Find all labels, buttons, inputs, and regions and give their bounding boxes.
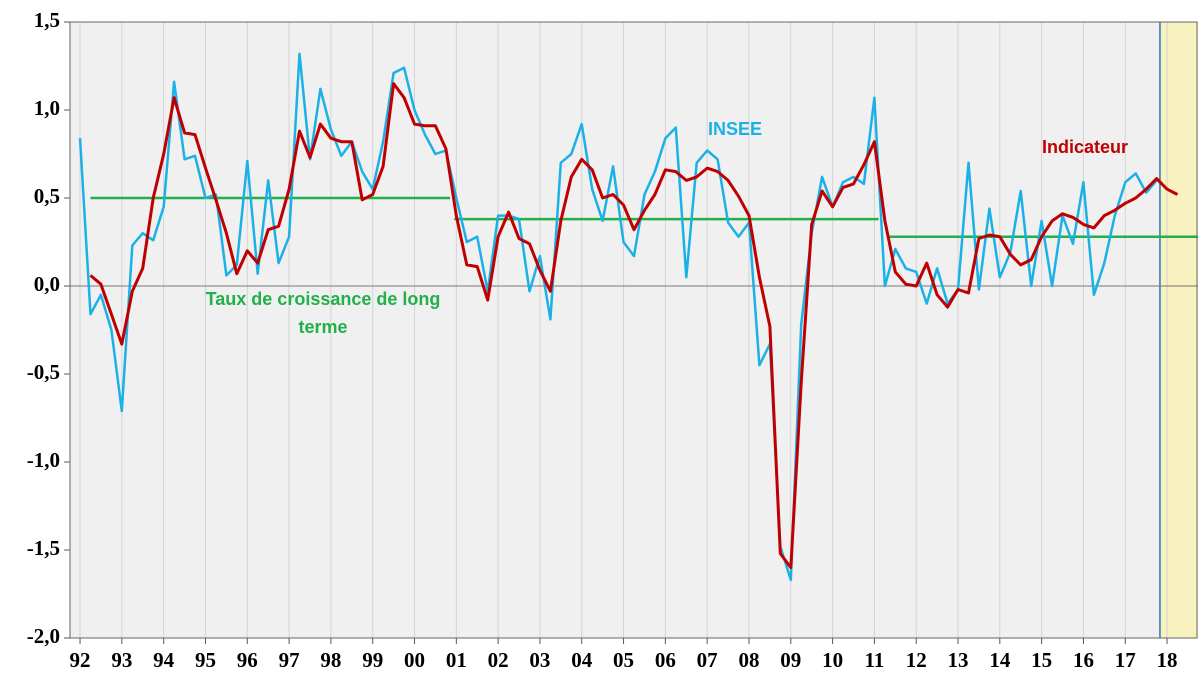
x-tick-label: 01	[446, 648, 467, 672]
x-tick-label: 94	[153, 648, 175, 672]
x-tick-label: 92	[70, 648, 91, 672]
x-tick-label: 11	[864, 648, 884, 672]
long-term-label: Taux de croissance de long	[206, 289, 441, 309]
x-tick-label: 13	[948, 648, 969, 672]
y-tick-label: -0,5	[27, 360, 60, 384]
x-tick-label: 05	[613, 648, 634, 672]
x-tick-label: 95	[195, 648, 216, 672]
x-tick-label: 14	[989, 648, 1011, 672]
x-tick-label: 03	[529, 648, 550, 672]
x-tick-label: 08	[738, 648, 759, 672]
series-label: INSEE	[708, 119, 762, 139]
x-tick-label: 97	[279, 648, 300, 672]
y-tick-label: -1,0	[27, 448, 60, 472]
plot-border	[69, 21, 1198, 639]
x-tick-label: 12	[906, 648, 927, 672]
x-tick-label: 98	[320, 648, 341, 672]
x-tick-label: 17	[1115, 648, 1136, 672]
x-tick-label: 18	[1157, 648, 1178, 672]
long-term-label: terme	[298, 317, 347, 337]
series-line	[89, 82, 1179, 570]
y-tick-label: -1,5	[27, 536, 60, 560]
x-tick-label: 10	[822, 648, 843, 672]
x-tick-label: 16	[1073, 648, 1094, 672]
x-tick-label: 96	[237, 648, 258, 672]
forecast-region	[1159, 22, 1198, 638]
x-tick-label: 06	[655, 648, 676, 672]
x-tick-label: 99	[362, 648, 383, 672]
x-tick-label: 93	[111, 648, 132, 672]
y-tick-label: -2,0	[27, 624, 60, 648]
x-tick-label: 02	[488, 648, 509, 672]
x-tick-label: 07	[697, 648, 718, 672]
plot-area	[70, 22, 1198, 638]
y-tick-label: 1,0	[34, 96, 60, 120]
y-tick-label: 1,5	[34, 8, 60, 32]
x-tick-label: 09	[780, 648, 801, 672]
x-tick-label: 00	[404, 648, 425, 672]
y-tick-label: 0,5	[34, 184, 60, 208]
y-tick-label: 0,0	[34, 272, 60, 296]
x-tick-label: 04	[571, 648, 593, 672]
x-tick-label: 15	[1031, 648, 1052, 672]
series-label: Indicateur	[1042, 137, 1128, 157]
